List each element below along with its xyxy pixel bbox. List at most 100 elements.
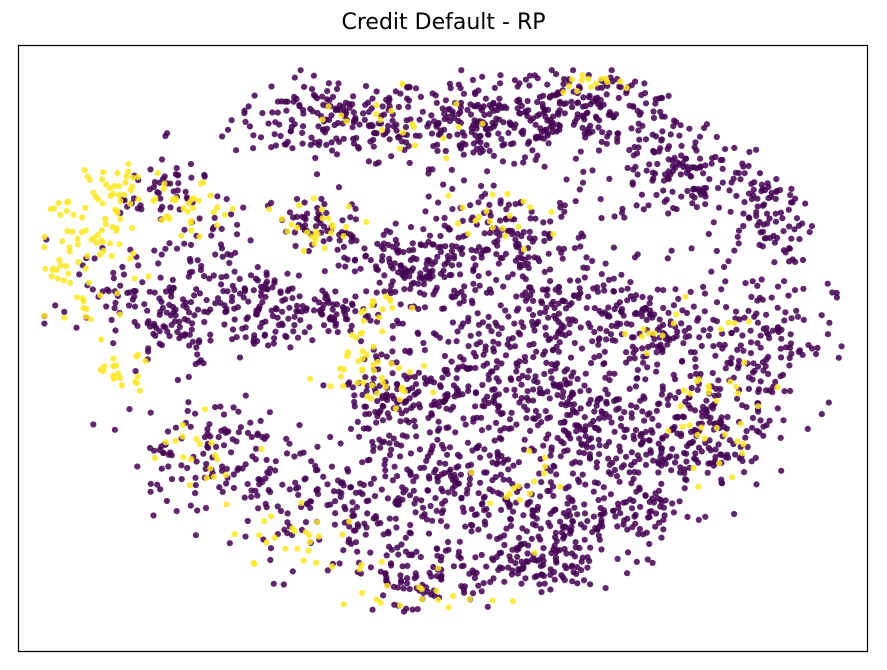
data-point-class-0 [757, 332, 764, 339]
data-point-class-0 [387, 229, 394, 236]
data-point-class-0 [456, 453, 463, 460]
data-point-class-1 [282, 545, 289, 552]
data-point-class-1 [202, 406, 209, 413]
data-point-class-0 [182, 299, 189, 306]
data-point-class-0 [692, 370, 700, 377]
data-point-class-0 [556, 122, 564, 129]
data-point-class-0 [484, 168, 491, 175]
data-point-class-0 [470, 255, 477, 262]
data-point-class-0 [441, 110, 448, 117]
data-point-class-0 [598, 408, 605, 415]
data-point-class-0 [621, 426, 628, 434]
data-point-class-0 [607, 331, 615, 338]
data-point-class-0 [458, 67, 465, 74]
data-point-class-0 [441, 116, 448, 123]
data-point-class-0 [481, 111, 488, 119]
data-point-class-0 [754, 222, 761, 229]
data-point-class-1 [132, 378, 139, 385]
data-point-class-0 [533, 348, 540, 355]
data-point-class-0 [252, 445, 260, 452]
data-point-class-0 [509, 271, 516, 278]
data-point-class-0 [472, 554, 479, 561]
data-point-class-0 [547, 368, 554, 375]
data-point-class-1 [368, 302, 375, 309]
data-point-class-0 [229, 293, 236, 300]
data-point-class-0 [772, 378, 779, 385]
data-point-class-0 [572, 544, 579, 551]
data-point-class-1 [727, 378, 734, 385]
data-point-class-0 [444, 538, 452, 546]
data-point-class-0 [315, 123, 322, 130]
data-point-class-1 [214, 204, 221, 211]
data-point-class-0 [577, 426, 584, 433]
data-point-class-0 [258, 292, 265, 299]
data-point-class-0 [181, 240, 188, 247]
data-point-class-0 [354, 143, 362, 151]
data-point-class-1 [107, 240, 114, 247]
data-point-class-0 [489, 386, 496, 393]
data-point-class-0 [380, 231, 387, 238]
data-point-class-0 [745, 162, 752, 170]
data-point-class-0 [497, 217, 504, 224]
data-point-class-0 [571, 553, 579, 560]
data-point-class-1 [152, 195, 159, 202]
data-point-class-0 [390, 435, 397, 442]
data-point-class-0 [494, 489, 502, 496]
data-point-class-0 [359, 391, 366, 398]
data-point-class-0 [598, 84, 606, 91]
data-point-class-0 [642, 136, 650, 143]
data-point-class-0 [483, 142, 490, 149]
data-point-class-0 [681, 470, 688, 477]
data-point-class-0 [652, 170, 659, 177]
data-point-class-0 [795, 222, 803, 229]
data-point-class-0 [457, 271, 464, 278]
data-point-class-0 [363, 288, 370, 295]
data-point-class-0 [349, 499, 356, 506]
data-point-class-0 [242, 461, 249, 468]
data-point-class-0 [459, 217, 466, 224]
data-point-class-0 [151, 447, 158, 454]
data-point-class-0 [485, 511, 492, 519]
data-point-class-0 [641, 417, 648, 424]
data-point-class-0 [745, 214, 753, 221]
data-point-class-0 [325, 328, 332, 335]
data-point-class-0 [527, 427, 534, 434]
data-point-class-0 [660, 187, 667, 194]
data-point-class-0 [348, 322, 355, 329]
data-point-class-1 [65, 270, 72, 277]
data-point-class-0 [447, 466, 454, 473]
data-point-class-0 [626, 355, 633, 362]
data-point-class-0 [731, 144, 738, 151]
data-point-class-0 [363, 498, 370, 505]
data-point-class-0 [460, 177, 468, 184]
data-point-class-1 [57, 211, 64, 218]
data-point-class-0 [632, 292, 640, 299]
data-point-class-0 [599, 129, 606, 136]
data-point-class-0 [576, 449, 583, 456]
data-point-class-1 [360, 379, 367, 386]
data-point-class-0 [147, 480, 154, 487]
data-point-class-0 [410, 279, 417, 286]
data-point-class-0 [678, 193, 685, 200]
data-point-class-1 [110, 372, 117, 379]
data-point-class-1 [74, 235, 81, 242]
data-point-class-0 [447, 473, 455, 480]
data-point-class-0 [429, 267, 436, 274]
data-point-class-0 [282, 296, 289, 303]
data-point-class-0 [544, 415, 551, 422]
data-point-class-0 [117, 282, 124, 289]
data-point-class-1 [376, 314, 383, 321]
data-point-class-0 [721, 341, 728, 349]
data-point-class-0 [415, 369, 422, 376]
data-point-class-0 [61, 308, 68, 315]
data-point-class-0 [431, 469, 438, 476]
data-point-class-0 [587, 421, 594, 428]
data-point-class-0 [560, 81, 567, 88]
data-point-class-0 [442, 460, 449, 467]
data-point-class-1 [340, 601, 347, 608]
data-point-class-0 [579, 124, 586, 131]
data-point-class-0 [283, 141, 290, 148]
data-point-class-0 [584, 518, 591, 525]
data-point-class-0 [567, 354, 575, 361]
data-point-class-0 [614, 138, 621, 145]
